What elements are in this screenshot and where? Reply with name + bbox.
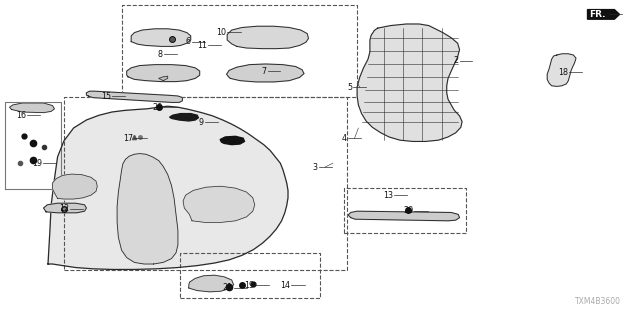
Polygon shape [227, 26, 308, 49]
Polygon shape [547, 54, 576, 86]
Polygon shape [86, 91, 182, 102]
Text: 16: 16 [16, 111, 26, 120]
Text: 18: 18 [558, 68, 568, 76]
Text: 3: 3 [312, 163, 317, 172]
Text: TXM4B3600: TXM4B3600 [575, 297, 621, 306]
Polygon shape [170, 114, 198, 121]
Text: 19: 19 [32, 159, 42, 168]
Polygon shape [357, 24, 462, 141]
Text: 15: 15 [101, 92, 111, 100]
Polygon shape [189, 275, 234, 292]
Polygon shape [220, 136, 244, 145]
Text: 20: 20 [403, 206, 413, 215]
Polygon shape [10, 103, 54, 113]
Text: 4: 4 [342, 134, 347, 143]
Text: 2: 2 [453, 56, 458, 65]
Text: 8: 8 [157, 50, 163, 59]
Text: 21: 21 [223, 284, 233, 292]
Polygon shape [117, 154, 178, 264]
Text: 9: 9 [198, 118, 204, 127]
Polygon shape [44, 203, 86, 213]
Polygon shape [588, 10, 620, 19]
Text: 20: 20 [152, 103, 163, 112]
Text: 11: 11 [197, 41, 207, 50]
Text: 5: 5 [347, 83, 352, 92]
Text: 17: 17 [123, 134, 133, 143]
Polygon shape [183, 186, 255, 222]
Polygon shape [227, 64, 304, 82]
Text: 7: 7 [261, 67, 266, 76]
Polygon shape [127, 65, 200, 82]
Text: 12: 12 [59, 204, 69, 213]
Text: 19: 19 [244, 281, 255, 290]
Text: 13: 13 [383, 191, 393, 200]
Text: 6: 6 [186, 37, 191, 46]
Text: FR.: FR. [589, 10, 605, 19]
Polygon shape [159, 76, 168, 81]
Polygon shape [348, 211, 460, 221]
Polygon shape [131, 29, 191, 46]
Text: 14: 14 [280, 281, 291, 290]
Polygon shape [48, 106, 288, 269]
Polygon shape [52, 174, 97, 199]
Text: 10: 10 [216, 28, 227, 36]
Text: 1: 1 [603, 10, 608, 19]
